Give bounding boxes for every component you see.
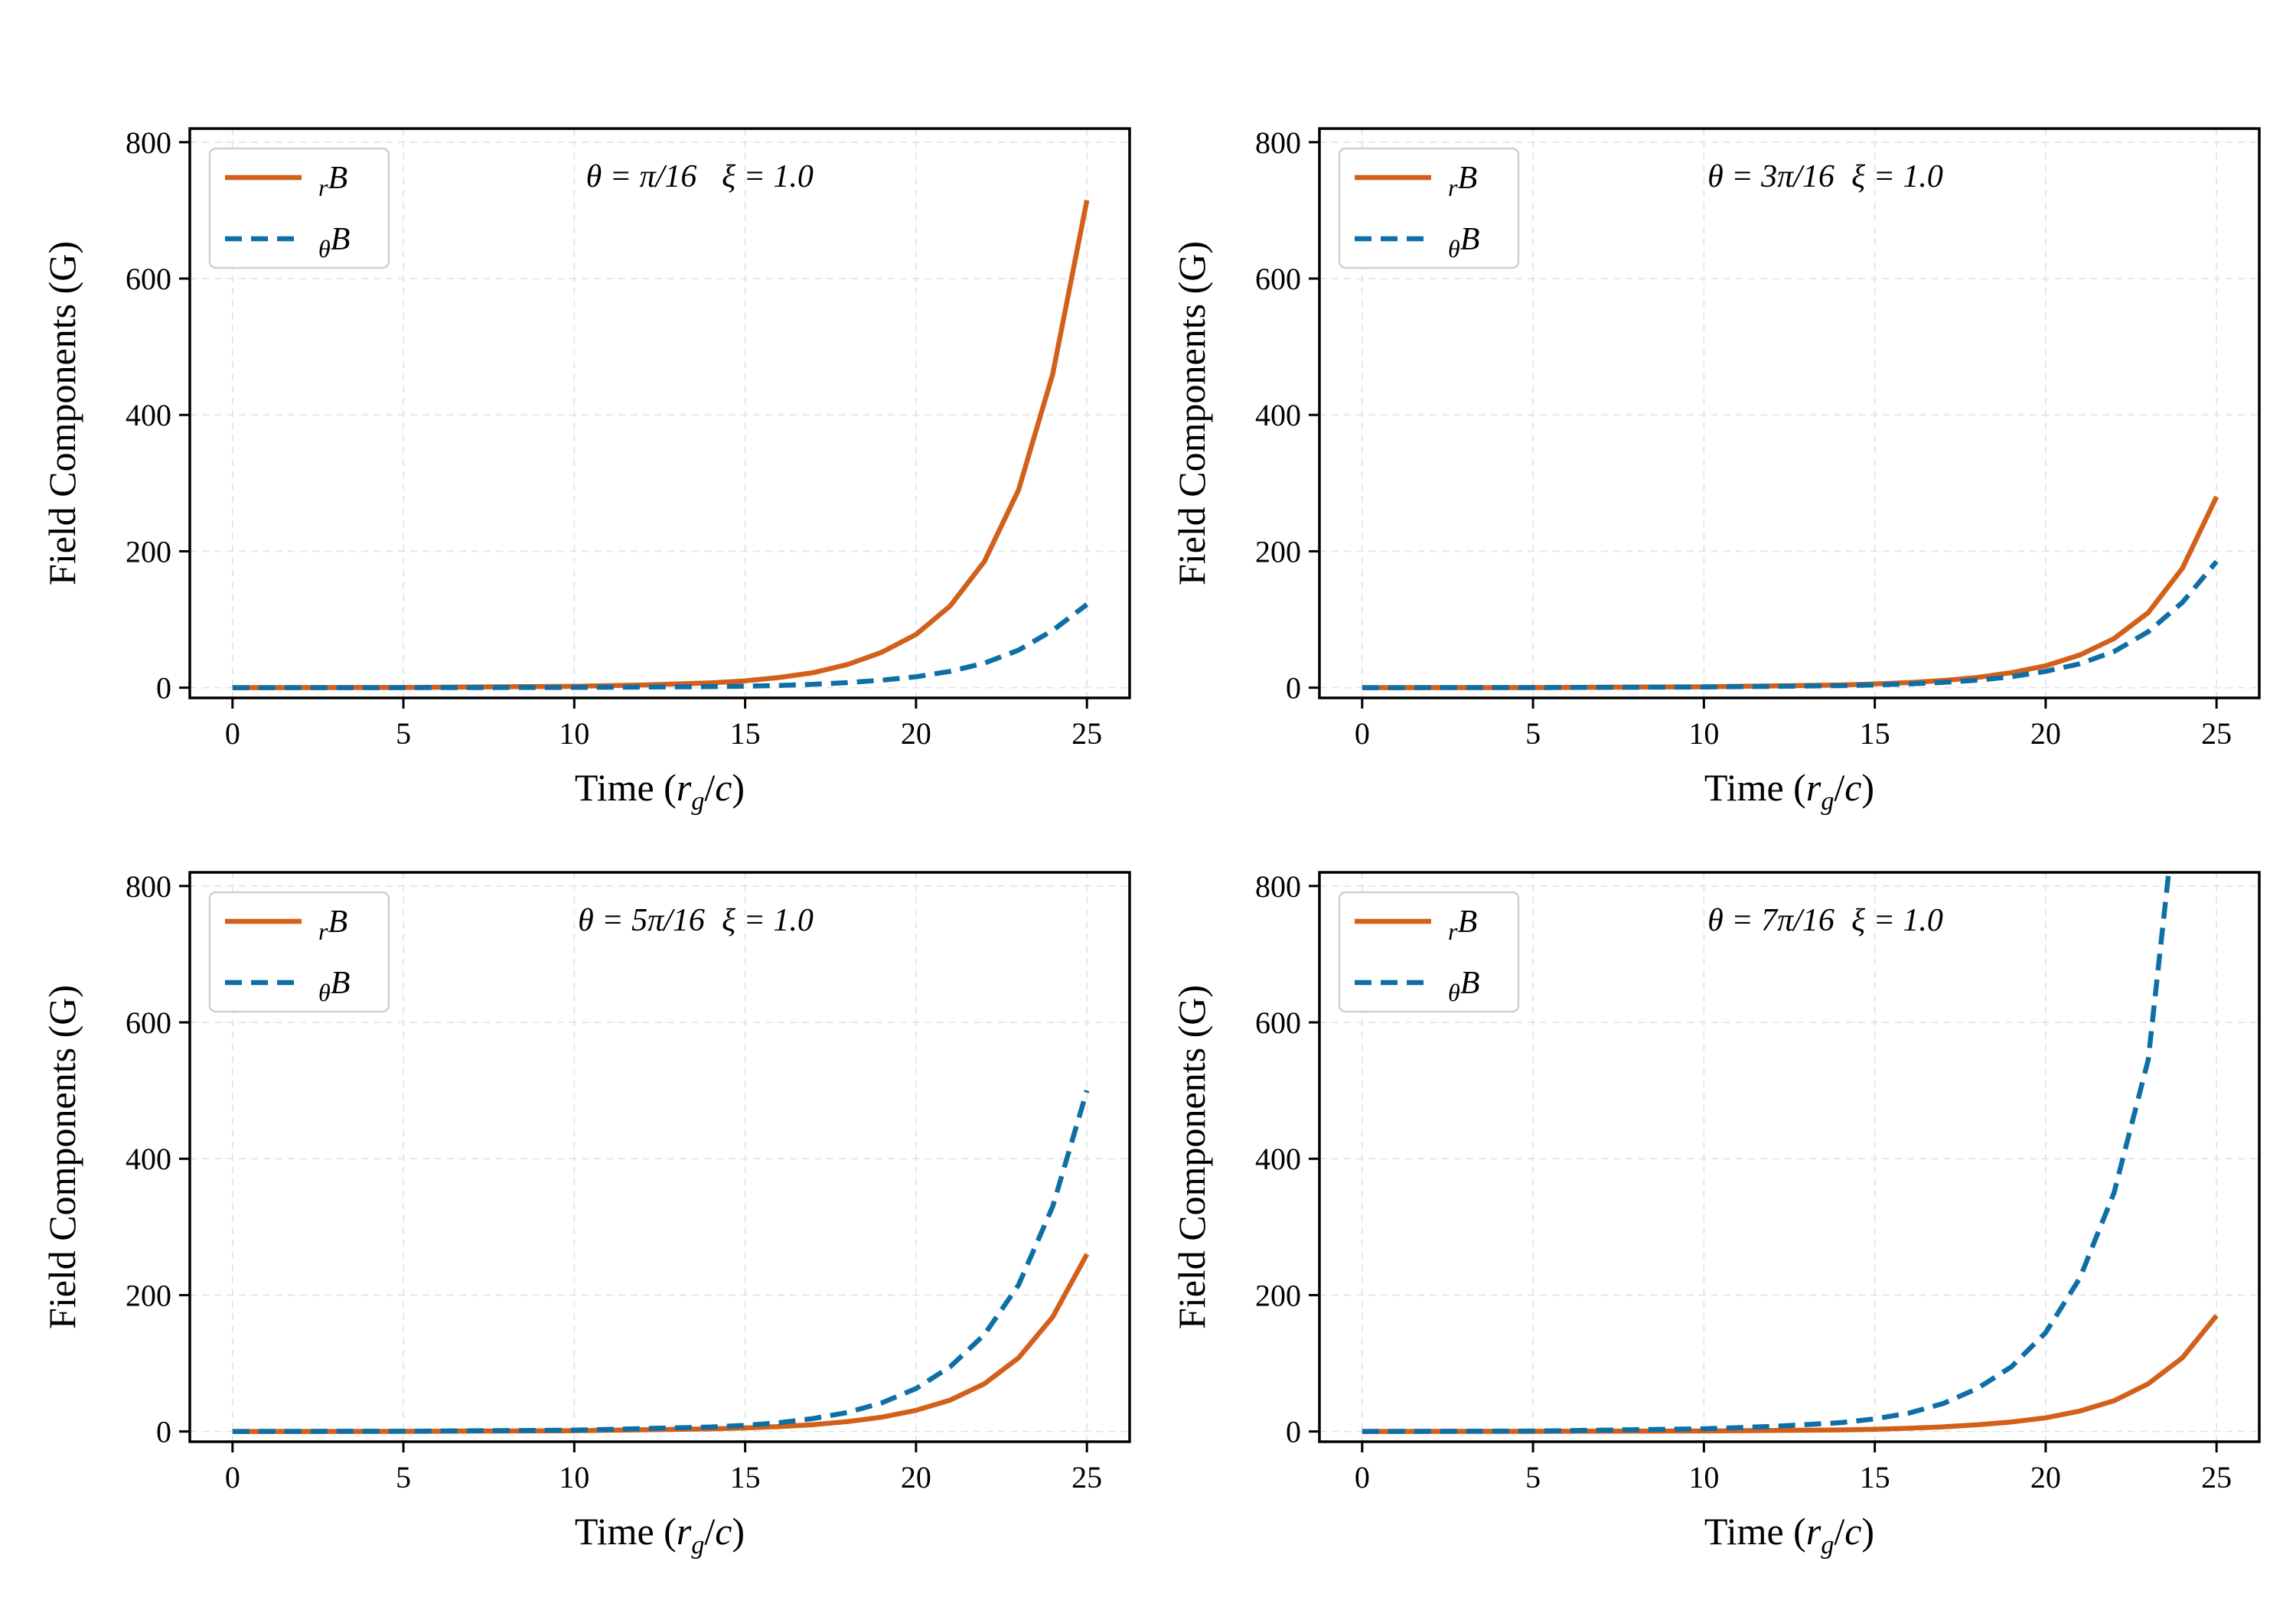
y-tick-label: 200 [126, 534, 171, 569]
y-axis-label: Field Components (G) [41, 985, 83, 1329]
legend-frame [1338, 891, 1520, 1013]
x-tick-label: 20 [901, 716, 931, 751]
series-line-thetaB [1362, 872, 2171, 1434]
xi-annotation: ξ = 1.0 [722, 159, 814, 194]
legend: rB θB [208, 891, 390, 1013]
subplot-2: 0 5 10 15 20 25 0 200 400 600 800 Time (rg/c) Field … [1170, 125, 2261, 816]
legend-label-thetaB: θB [1448, 966, 1479, 1006]
subplot-3: 0 5 10 15 20 25 0 200 400 600 800 Time (rg/c) Field … [41, 869, 1131, 1560]
y-tick-label: 600 [126, 1006, 171, 1040]
y-tick-label: 600 [126, 262, 171, 296]
legend-frame [208, 147, 390, 269]
axes-frame [188, 127, 1131, 699]
x-tick-label: 25 [1071, 716, 1102, 751]
legend-label-rB: rB [318, 905, 347, 945]
theta-annotation: θ = 3π/16 [1707, 159, 1835, 194]
x-tick-label: 10 [559, 716, 589, 751]
x-tick-label: 10 [559, 1460, 589, 1495]
y-tick-label: 200 [1255, 534, 1301, 569]
theta-annotation: θ = π/16 [586, 159, 697, 194]
x-axis-label: Time (rg/c) [1704, 766, 1874, 816]
y-tick-label: 400 [126, 398, 171, 432]
legend: rB θB [208, 147, 390, 269]
y-tick-label: 0 [1286, 1415, 1301, 1449]
x-tick-label: 0 [225, 716, 240, 751]
y-tick-label: 0 [1286, 671, 1301, 706]
x-tick-label: 0 [225, 1460, 240, 1495]
y-tick-label: 400 [1255, 398, 1301, 432]
theta-annotation: θ = 5π/16 [578, 903, 705, 938]
x-tick-label: 10 [1688, 1460, 1719, 1495]
legend-frame [1338, 147, 1520, 269]
legend-label-thetaB: θB [1448, 222, 1479, 262]
legend: rB θB [1338, 891, 1520, 1013]
legend-frame [208, 891, 390, 1013]
y-tick-label: 200 [1255, 1278, 1301, 1312]
x-axis-label: Time (rg/c) [575, 1510, 745, 1560]
y-tick-label: 600 [1255, 262, 1301, 296]
y-tick-label: 800 [1255, 125, 1301, 160]
legend-label-thetaB: θB [318, 222, 350, 262]
y-tick-label: 800 [126, 125, 171, 160]
legend: rB θB [1338, 147, 1520, 269]
series-line-thetaB [232, 1090, 1090, 1434]
legend-label-rB: rB [318, 161, 347, 201]
x-axis-label: Time (rg/c) [575, 766, 745, 816]
x-tick-label: 20 [2030, 716, 2061, 751]
y-axis-label: Field Components (G) [1170, 985, 1213, 1329]
x-tick-label: 0 [1355, 1460, 1370, 1495]
x-tick-label: 0 [1355, 716, 1370, 751]
y-tick-label: 600 [1255, 1006, 1301, 1040]
y-tick-label: 0 [156, 671, 171, 706]
y-tick-label: 800 [126, 869, 171, 904]
y-axis-label: Field Components (G) [1170, 241, 1213, 585]
y-tick-label: 400 [1255, 1142, 1301, 1176]
series-line-rB [232, 1253, 1090, 1434]
xi-annotation: ξ = 1.0 [1851, 903, 1943, 938]
y-axis-label: Field Components (G) [41, 241, 83, 585]
x-tick-label: 5 [396, 716, 411, 751]
series-line-rB [1362, 1314, 2219, 1434]
subplot-4: 0 5 10 15 20 25 0 200 400 600 800 Time (rg/c) Field … [1170, 869, 2261, 1560]
x-tick-label: 25 [2201, 1460, 2232, 1495]
x-tick-label: 5 [396, 1460, 411, 1495]
legend-label-thetaB: θB [318, 966, 350, 1006]
x-tick-label: 15 [1860, 1460, 1890, 1495]
legend-label-rB: rB [1448, 905, 1477, 945]
x-tick-label: 20 [2030, 1460, 2061, 1495]
y-tick-label: 400 [126, 1142, 171, 1176]
x-tick-label: 20 [901, 1460, 931, 1495]
x-tick-label: 5 [1525, 716, 1541, 751]
y-tick-label: 200 [126, 1278, 171, 1312]
x-tick-label: 15 [730, 716, 761, 751]
x-tick-label: 25 [2201, 716, 2232, 751]
theta-annotation: θ = 7π/16 [1707, 903, 1835, 938]
series-line-rB [1362, 495, 2219, 690]
series-line-thetaB [1362, 559, 2219, 690]
axes-frame [1318, 871, 2261, 1443]
x-tick-label: 10 [1688, 716, 1719, 751]
axes-frame [1318, 127, 2261, 699]
series-line-rB [232, 199, 1090, 690]
subplot-1: 0 5 10 15 20 25 0 200 400 600 800 Time (rg/c) Field … [41, 125, 1131, 816]
xi-annotation: ξ = 1.0 [722, 903, 814, 938]
axes-frame [188, 871, 1131, 1443]
legend-label-rB: rB [1448, 161, 1477, 201]
y-tick-label: 800 [1255, 869, 1301, 904]
y-tick-label: 0 [156, 1415, 171, 1449]
x-tick-label: 5 [1525, 1460, 1541, 1495]
series-line-thetaB [232, 602, 1089, 690]
x-tick-label: 15 [1860, 716, 1890, 751]
x-tick-label: 15 [730, 1460, 761, 1495]
x-tick-label: 25 [1071, 1460, 1102, 1495]
x-axis-label: Time (rg/c) [1704, 1510, 1874, 1560]
xi-annotation: ξ = 1.0 [1851, 159, 1943, 194]
